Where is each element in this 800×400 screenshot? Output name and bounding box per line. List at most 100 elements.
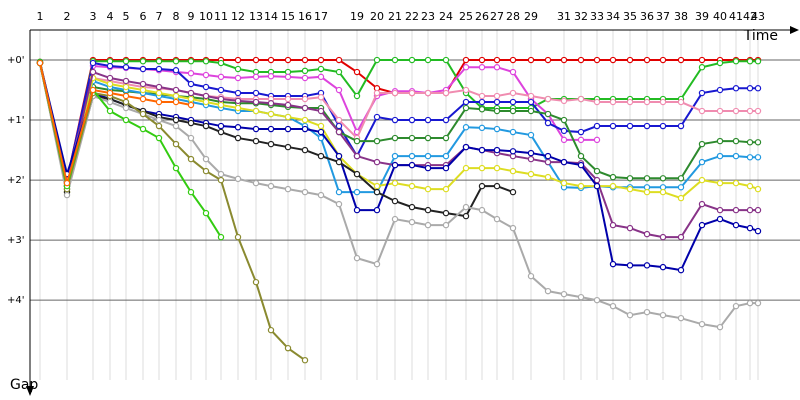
point xyxy=(659,188,667,196)
point xyxy=(754,185,762,193)
point xyxy=(462,56,470,64)
x-tick-label: 23 xyxy=(421,10,435,23)
point xyxy=(155,122,163,130)
point xyxy=(442,185,450,193)
point xyxy=(478,182,486,190)
point xyxy=(698,89,706,97)
point xyxy=(544,110,552,118)
point xyxy=(698,107,706,115)
x-tick-label: 11 xyxy=(214,10,228,23)
point xyxy=(234,233,242,241)
point xyxy=(139,58,147,65)
series-line xyxy=(39,62,758,181)
point xyxy=(202,155,210,163)
x-axis-title: Time xyxy=(743,28,778,44)
point xyxy=(139,86,147,94)
point xyxy=(317,94,325,101)
point xyxy=(577,161,585,169)
point xyxy=(698,320,706,328)
x-tick-label: 2 xyxy=(64,10,71,23)
point xyxy=(424,152,432,160)
point xyxy=(593,98,601,106)
point xyxy=(267,182,275,190)
x-tick-label: 12 xyxy=(231,10,245,23)
x-tick-label: 8 xyxy=(173,10,180,23)
point xyxy=(593,122,601,130)
point xyxy=(391,161,399,169)
point xyxy=(155,98,163,106)
point xyxy=(391,116,399,124)
x-tick-label: 9 xyxy=(188,10,195,23)
point xyxy=(677,314,685,322)
point xyxy=(493,56,501,64)
point xyxy=(317,191,325,199)
point xyxy=(544,173,552,181)
point xyxy=(373,113,381,121)
point xyxy=(408,182,416,190)
point xyxy=(187,155,195,163)
point xyxy=(478,92,486,100)
point xyxy=(267,125,275,133)
point xyxy=(353,68,361,76)
point xyxy=(122,77,130,85)
point xyxy=(139,80,147,88)
point xyxy=(560,97,568,105)
point xyxy=(424,164,432,172)
point xyxy=(643,175,651,182)
point xyxy=(577,293,585,301)
point xyxy=(267,110,275,118)
x-tick-label: 5 xyxy=(123,10,130,23)
point xyxy=(106,62,114,70)
point xyxy=(659,122,667,130)
point xyxy=(626,98,634,106)
point xyxy=(509,167,517,175)
x-tick-label: 38 xyxy=(674,10,688,23)
point xyxy=(754,85,762,92)
point xyxy=(593,56,601,64)
x-tick-label: 4 xyxy=(107,10,114,23)
point xyxy=(284,101,292,109)
point xyxy=(139,65,147,73)
point xyxy=(373,56,381,64)
point xyxy=(609,173,617,181)
point xyxy=(716,152,724,160)
point xyxy=(509,224,517,232)
point xyxy=(442,209,450,217)
point xyxy=(659,233,667,241)
point xyxy=(732,302,740,310)
point xyxy=(234,89,242,97)
point xyxy=(234,74,242,82)
point xyxy=(626,122,634,130)
point xyxy=(373,188,381,196)
point xyxy=(234,175,242,183)
point xyxy=(746,299,754,307)
point xyxy=(202,92,210,100)
point xyxy=(478,56,486,64)
point xyxy=(267,73,275,80)
point xyxy=(493,92,501,100)
point xyxy=(301,56,309,64)
point xyxy=(187,101,195,109)
point xyxy=(172,58,180,65)
point xyxy=(202,122,210,130)
point xyxy=(155,116,163,124)
point xyxy=(577,136,585,144)
point xyxy=(252,179,260,187)
point xyxy=(234,124,242,131)
point xyxy=(89,59,97,67)
point xyxy=(373,182,381,190)
point xyxy=(187,134,195,142)
point xyxy=(577,95,585,103)
point xyxy=(172,92,180,100)
point xyxy=(560,56,568,64)
point xyxy=(284,113,292,121)
point xyxy=(317,128,325,136)
point xyxy=(373,137,381,145)
point xyxy=(577,182,585,190)
point xyxy=(408,56,416,64)
y-axis-arrow xyxy=(26,386,34,396)
point xyxy=(172,122,180,130)
x-tick-label: 25 xyxy=(459,10,473,23)
point xyxy=(732,85,740,92)
point xyxy=(478,98,486,106)
